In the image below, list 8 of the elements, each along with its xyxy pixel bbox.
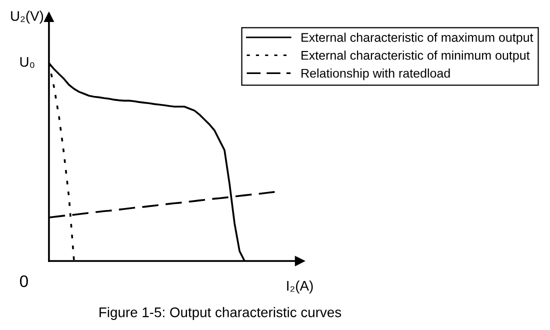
x-axis-title: I₂(A) (287, 280, 313, 294)
legend-label: Relationship with ratedload (302, 68, 450, 80)
text: 0 (20, 275, 28, 288)
text: U₀ (20, 57, 34, 68)
caption: Figure 1-5: Output characteristic curves (100, 307, 342, 320)
legend-label: External characteristic of maximum output (302, 32, 534, 44)
legend-label: External characteristic of minimum output (302, 50, 530, 62)
y-axis-title: U₂(V) (11, 10, 44, 24)
